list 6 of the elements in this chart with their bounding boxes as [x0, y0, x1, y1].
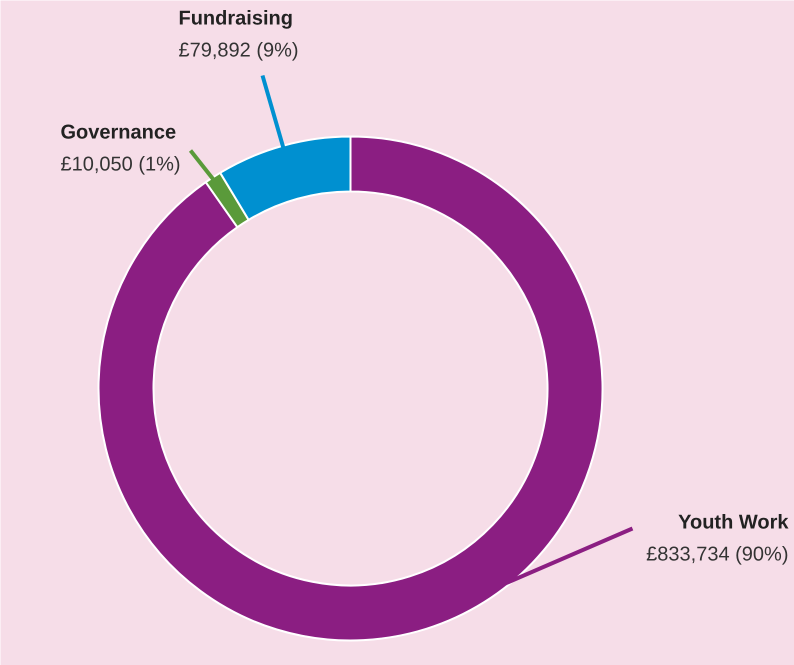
slice-label: Fundraising: [178, 8, 293, 30]
data-label: £833,734 (90%): [646, 544, 789, 566]
data-label: £79,892 (9%): [178, 40, 299, 62]
slice-label: Governance: [60, 122, 176, 144]
slice-label: Youth Work: [678, 512, 790, 534]
data-label: £10,050 (1%): [60, 154, 181, 176]
